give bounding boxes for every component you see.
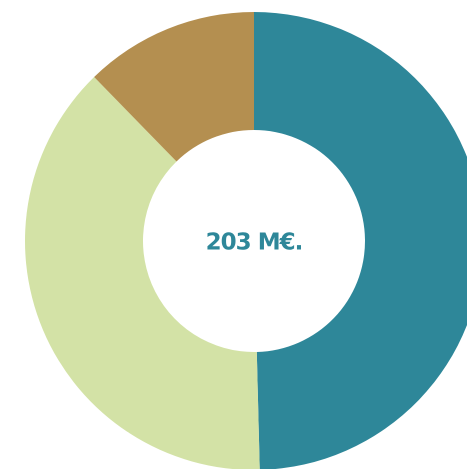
donut-slice xyxy=(25,77,260,469)
donut-slice xyxy=(94,12,254,162)
center-label: 203 M€. xyxy=(206,230,303,256)
donut-slice xyxy=(254,12,467,469)
